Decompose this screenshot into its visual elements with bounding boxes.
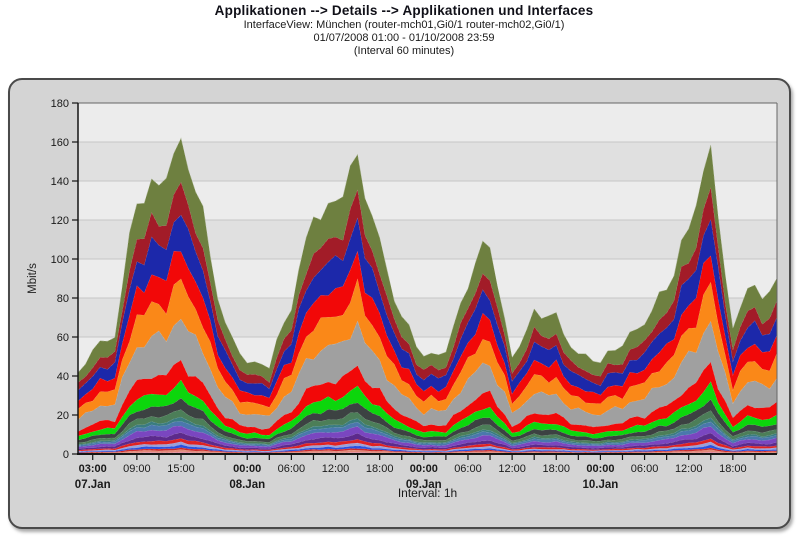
report-subtitle-interfaceview: InterfaceView: München (router-mch01,Gi0… [243, 19, 565, 31]
y-tick-label: 40 [57, 371, 69, 383]
x-tick-label: 18:00 [366, 463, 394, 475]
report-header: Applikationen --> Details --> Applikatio… [0, 3, 808, 58]
x-tick-label: 00:00 [586, 463, 614, 475]
x-tick-label: 12:00 [322, 463, 350, 475]
series-navy-blue [78, 214, 777, 401]
series-edge-teal [77, 416, 778, 445]
x-tick-label: 15:00 [167, 463, 195, 475]
y-tick-label: 120 [51, 215, 69, 227]
stacked-area-chart: 0 20 40 60 80 100 120 140 160 180 Mbit/s 03:00 07.Ja… [27, 98, 778, 500]
series-sea-green [78, 409, 777, 445]
report-title: Applikationen --> Details --> Applikatio… [214, 3, 594, 18]
x-tick-label: 12:00 [675, 463, 703, 475]
x-tick-label: 06:00 [454, 463, 482, 475]
x-axis-ticks: 03:00 07.Jan 09:00 15:00 00:00 08.Jan 06:00 12:… [75, 455, 756, 491]
x-tick-label: 03:00 [79, 463, 107, 475]
x-date-label: 10.Jan [583, 479, 619, 491]
series-orange [78, 278, 777, 420]
series-red-upper [78, 251, 777, 409]
x-tick-label: 12:00 [498, 463, 526, 475]
series-violet [78, 425, 777, 449]
x-tick-label: 00:00 [233, 463, 261, 475]
y-axis-title: Mbit/s [27, 263, 39, 294]
x-tick-label: 18:00 [542, 463, 570, 475]
series-steel-blue [78, 421, 777, 447]
series-olive-green [78, 138, 777, 383]
series-silver-gray [78, 318, 777, 432]
x-tick-label: 18:00 [719, 463, 747, 475]
y-tick-label: 20 [57, 410, 69, 422]
x-tick-label: 06:00 [278, 463, 306, 475]
report-subtitle-daterange: 01/07/2008 01:00 - 01/10/2008 23:59 [313, 32, 495, 44]
y-axis-ticks: 0 20 40 60 80 100 120 140 160 180 Mbit/s [27, 98, 78, 461]
x-tick-label: 06:00 [631, 463, 659, 475]
y-tick-label: 80 [57, 293, 69, 305]
x-tick-label: 09:00 [123, 463, 151, 475]
report-subtitle-interval: (Interval 60 minutes) [353, 45, 455, 57]
series-teal [78, 416, 777, 446]
y-tick-label: 180 [51, 98, 69, 110]
y-tick-label: 60 [57, 332, 69, 344]
y-tick-label: 0 [63, 449, 69, 461]
series-edge-lavender [77, 441, 778, 452]
y-tick-label: 140 [51, 176, 69, 188]
axes [77, 102, 778, 455]
series-red-lower [78, 360, 777, 436]
x-date-label: 07.Jan [75, 479, 111, 491]
y-tick-label: 100 [51, 254, 69, 266]
series-dark-red [78, 182, 777, 391]
x-date-label: 08.Jan [229, 479, 265, 491]
chart-panel: 0 20 40 60 80 100 120 140 160 180 Mbit/s 03:00 07.Ja… [8, 78, 791, 529]
stacked-series [77, 137, 778, 454]
interval-footer-label: Interval: 1h [398, 486, 457, 500]
y-tick-label: 160 [51, 137, 69, 149]
x-date-label: 09.Jan [406, 479, 442, 491]
series-edge-olive-green [77, 137, 778, 373]
x-tick-label: 00:00 [410, 463, 438, 475]
